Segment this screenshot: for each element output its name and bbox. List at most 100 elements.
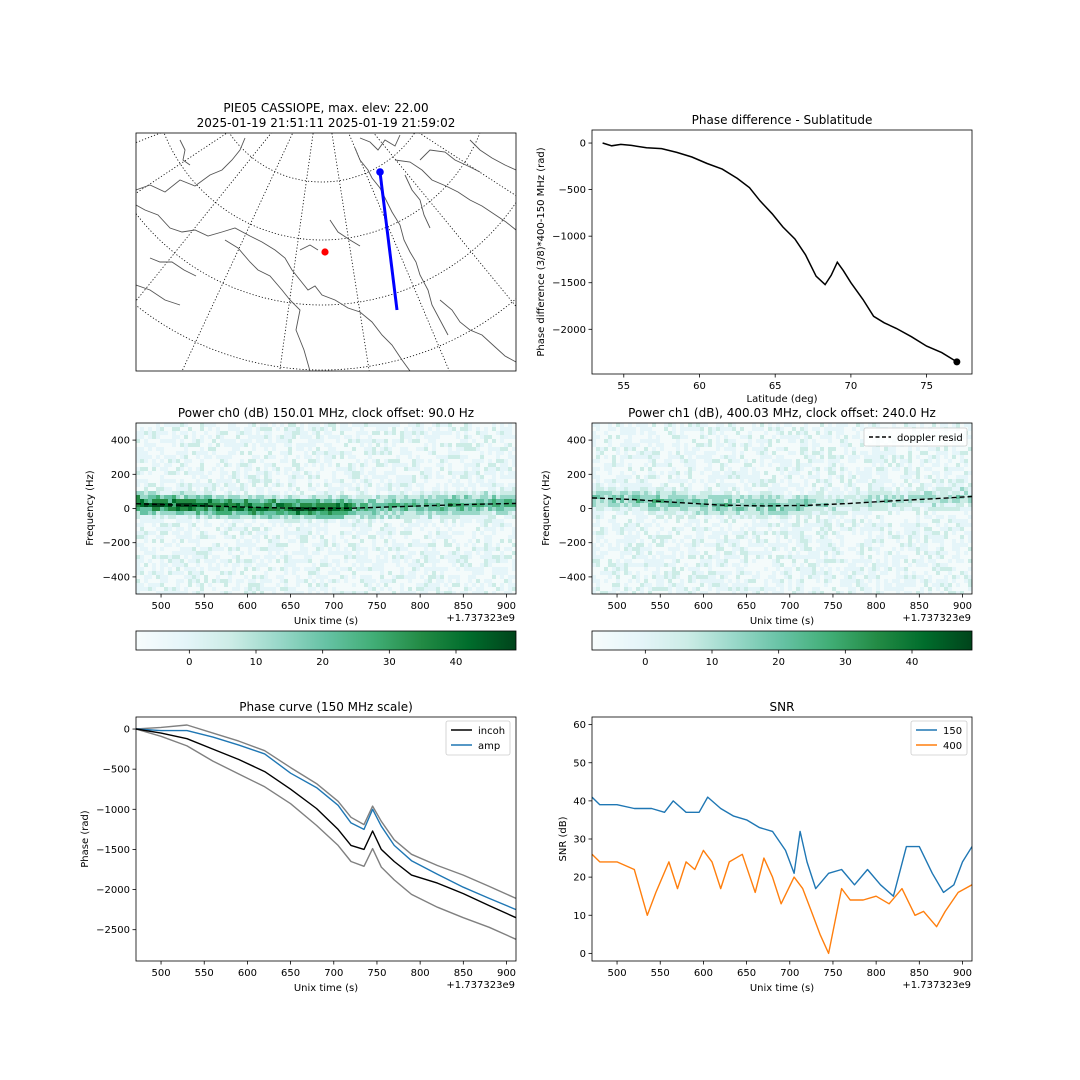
sublat-ylabel: Phase difference (3/8)*400-150 MHz (rad): [536, 147, 547, 356]
ch1-cell: [632, 483, 636, 487]
ch1-cell: [596, 483, 600, 487]
ch0-cell: [412, 551, 416, 555]
ch0-cell: [492, 523, 496, 527]
ch1-cell: [704, 495, 708, 499]
ch0-cell: [484, 483, 488, 487]
ch1-cell: [764, 519, 768, 523]
ch0-cell: [420, 471, 424, 475]
ch1-cell: [720, 571, 724, 575]
ch0-cell: [208, 455, 212, 459]
ch0-cell: [400, 491, 404, 495]
ch1-cell: [768, 443, 772, 447]
ch0-cell: [420, 431, 424, 435]
ch1-cell: [684, 503, 688, 507]
ch1-cell: [940, 591, 944, 594]
ch0-cell: [316, 507, 320, 511]
ch1-cell: [592, 559, 596, 563]
ch1-cell: [716, 443, 720, 447]
ch0-cell: [304, 431, 308, 435]
ch0-cell: [364, 579, 368, 583]
ch1-cell: [864, 515, 868, 519]
ch1-cell: [824, 435, 828, 439]
ch1-cell: [684, 507, 688, 511]
ch1-cell: [676, 571, 680, 575]
ch0-cell: [248, 591, 252, 594]
ch1-cell: [892, 587, 896, 591]
ch0-cell: [152, 523, 156, 527]
ch1-cell: [824, 547, 828, 551]
ch1-cell: [904, 523, 908, 527]
ch0-cell: [420, 507, 424, 511]
ch1-cell: [756, 507, 760, 511]
ch0-cell: [316, 447, 320, 451]
ch0-cell: [224, 459, 228, 463]
ch0-cell: [204, 451, 208, 455]
ch1-cell: [612, 499, 616, 503]
ch0-cell: [160, 439, 164, 443]
sublat-ytick-label: −500: [559, 185, 586, 196]
ch0-cell: [500, 559, 504, 563]
ch0-cell: [460, 483, 464, 487]
ch0-cell: [236, 559, 240, 563]
ch1-cell: [764, 447, 768, 451]
ch0-cell: [404, 507, 408, 511]
ch0-cell: [284, 571, 288, 575]
ch0-cell: [304, 559, 308, 563]
ch0-cell: [500, 523, 504, 527]
ch0-cell: [220, 495, 224, 499]
ch0-cell: [152, 431, 156, 435]
ch0-cell: [156, 591, 160, 594]
ch0-cell: [396, 543, 400, 547]
ch1-cell: [752, 495, 756, 499]
ch1-cell: [940, 515, 944, 519]
ch1-cell: [876, 471, 880, 475]
ch0-cell: [504, 475, 508, 479]
ch0-cell: [244, 439, 248, 443]
ch0-cell: [192, 591, 196, 594]
ch0-cell: [160, 583, 164, 587]
ch1-cell: [636, 507, 640, 511]
ch0-cell: [352, 555, 356, 559]
ch0-cell: [380, 499, 384, 503]
ch0-cell: [376, 563, 380, 567]
ch0-cell: [296, 503, 300, 507]
ch1-cell: [692, 427, 696, 431]
ch0-cell: [196, 551, 200, 555]
ch1-cell: [752, 559, 756, 563]
ch1-cell: [708, 527, 712, 531]
ch1-cell: [860, 491, 864, 495]
ch0-cell: [312, 587, 316, 591]
ch1-cell: [812, 555, 816, 559]
ch1-cell: [784, 515, 788, 519]
ch0-cell: [328, 423, 332, 427]
ch1-cell: [632, 575, 636, 579]
ch0-cell: [184, 507, 188, 511]
ch0-cell: [160, 535, 164, 539]
ch0-cell: [448, 427, 452, 431]
ch1-cell: [844, 583, 848, 587]
ch1-cell: [848, 471, 852, 475]
ch1-cell: [832, 559, 836, 563]
ch1-cell: [836, 455, 840, 459]
ch0-cell: [368, 511, 372, 515]
ch0-cell: [384, 579, 388, 583]
ch1-cell: [780, 587, 784, 591]
ch0-cell: [276, 559, 280, 563]
ch1-cell: [832, 495, 836, 499]
ch0-cell: [328, 487, 332, 491]
ch1-cell: [744, 547, 748, 551]
ch0-cell: [420, 591, 424, 594]
ch0-cell: [424, 511, 428, 515]
ch1-cell: [908, 475, 912, 479]
ch1-cell: [804, 507, 808, 511]
ch1-cell: [608, 575, 612, 579]
ch0-cell: [352, 499, 356, 503]
ch0-cell: [328, 519, 332, 523]
ch0-cell: [244, 427, 248, 431]
ch0-cell: [420, 495, 424, 499]
ch1-cell: [752, 579, 756, 583]
ch0-cell: [396, 499, 400, 503]
ch0-cell: [432, 571, 436, 575]
ch1-cell: [924, 451, 928, 455]
ch1-cell: [792, 427, 796, 431]
